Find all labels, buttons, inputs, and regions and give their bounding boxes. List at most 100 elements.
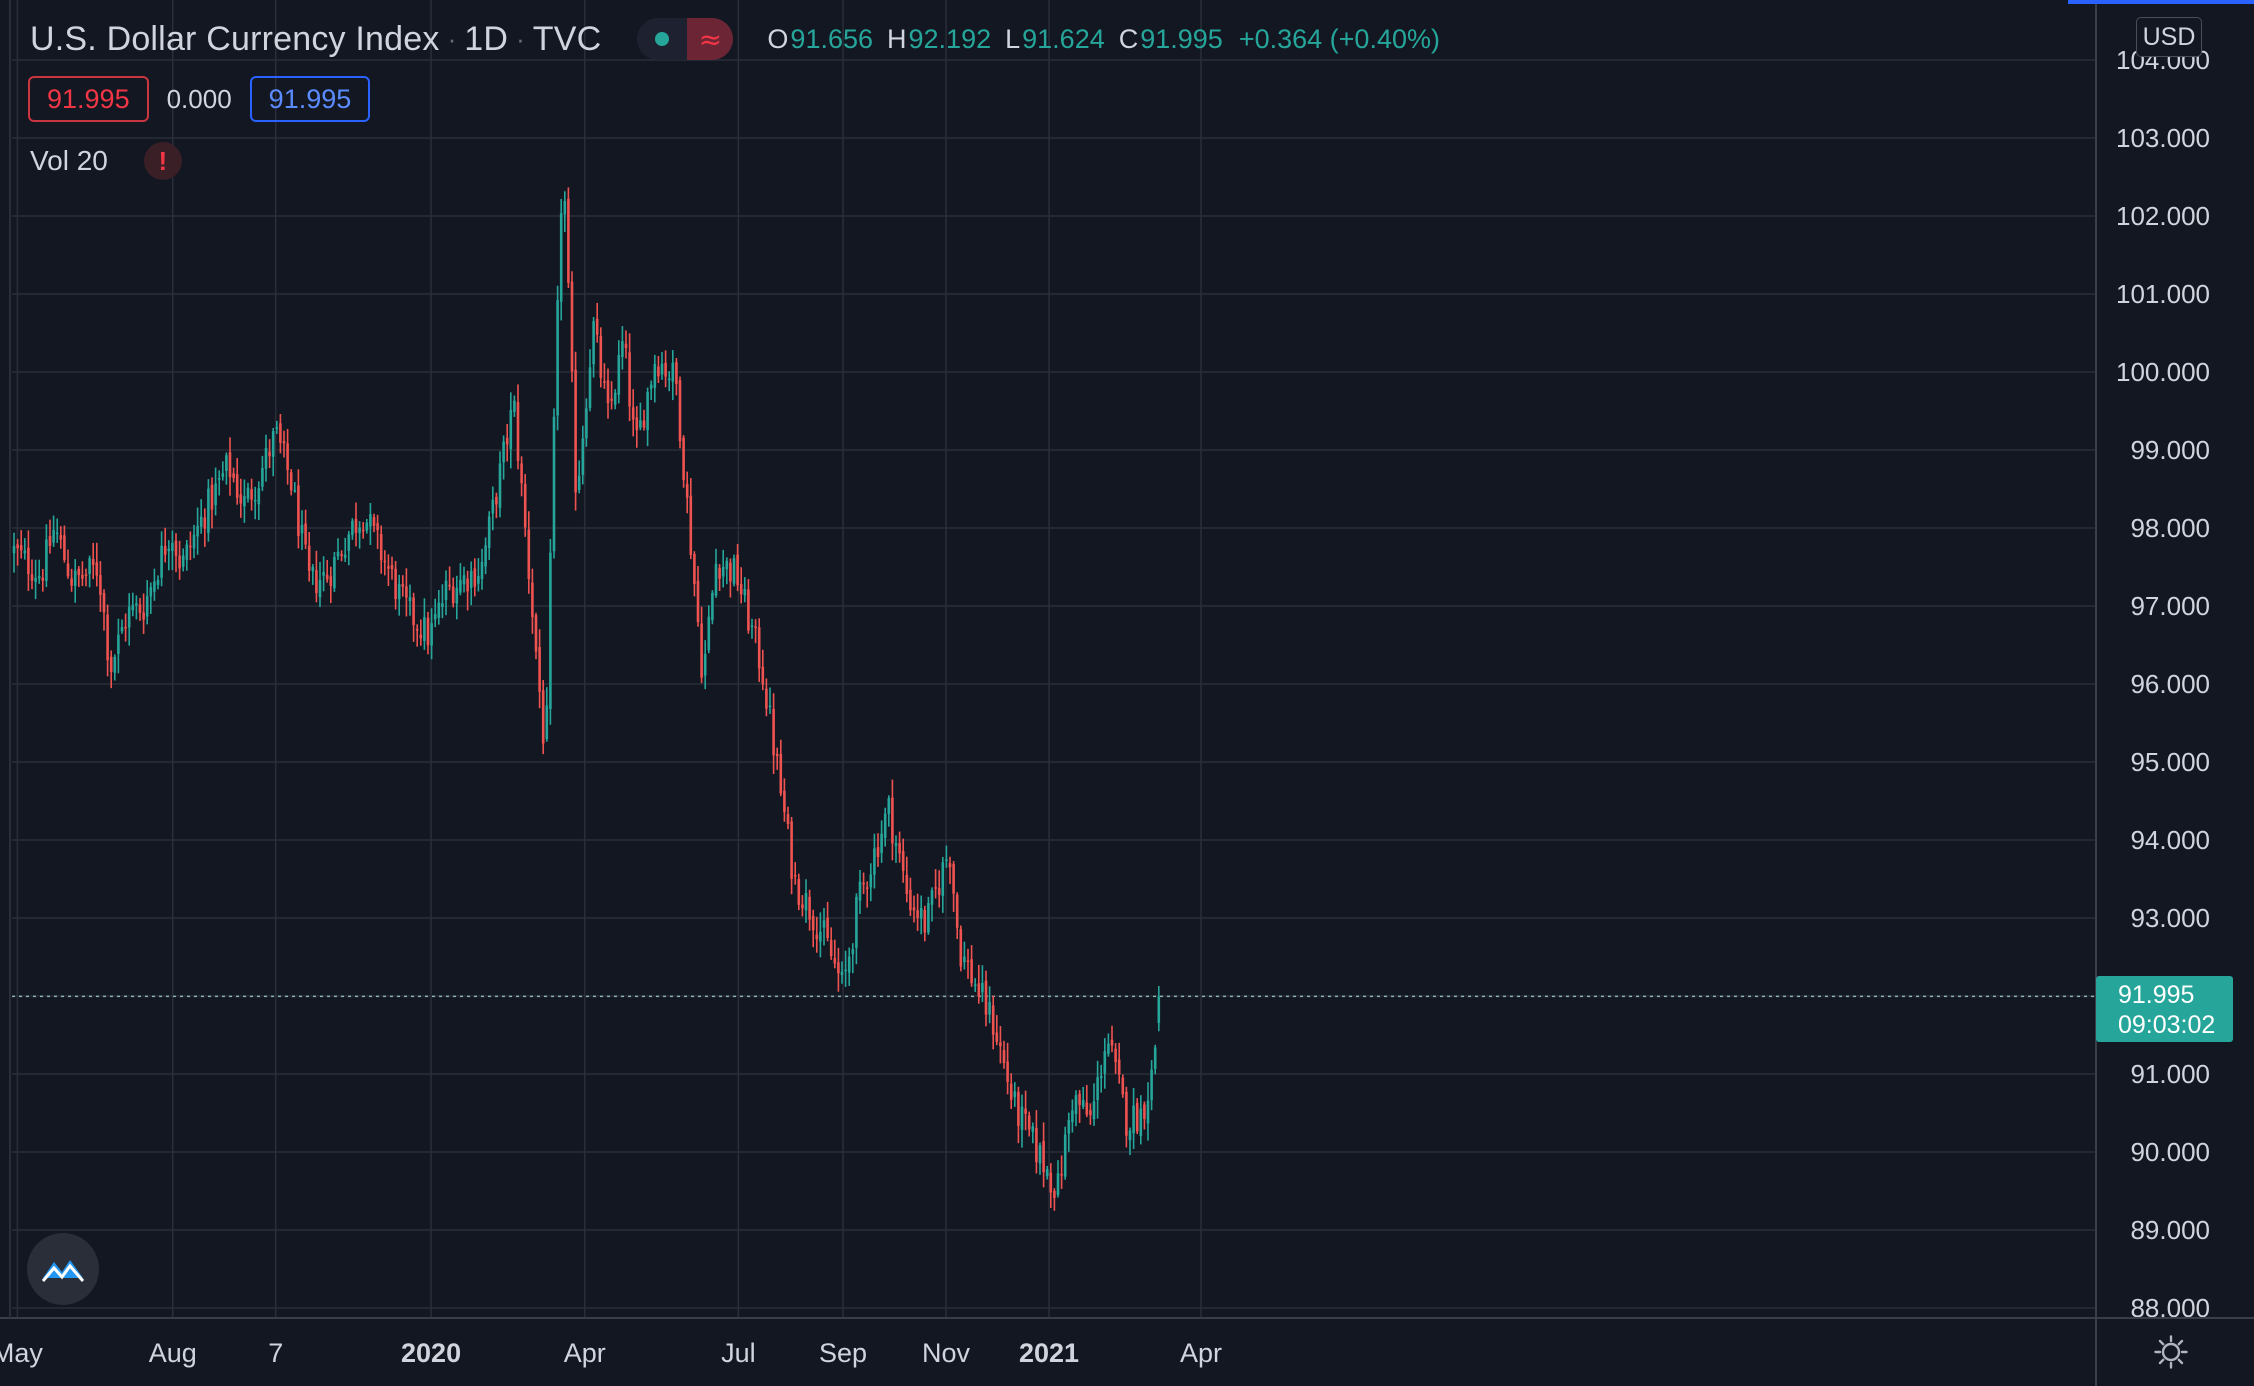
candle-up [1146, 1082, 1150, 1141]
candle-down [898, 831, 901, 863]
candle-body [696, 580, 700, 623]
candle-body [905, 874, 909, 894]
candle-up [1067, 1112, 1071, 1152]
candle-body [977, 983, 981, 997]
candle-up [981, 965, 984, 1003]
candle-body [567, 198, 570, 283]
y-tick-label: 90.000 [2130, 1137, 2210, 1167]
x-tick-label: 2020 [401, 1338, 461, 1368]
candle-body [307, 545, 311, 571]
candle-up [433, 598, 437, 628]
candle-down [675, 358, 678, 396]
candle-body [135, 603, 138, 606]
candle-body [552, 416, 556, 552]
candle-up [919, 895, 923, 935]
candle-body [63, 535, 66, 560]
candle-body [592, 321, 595, 365]
candle-down [210, 477, 214, 529]
candle-down [606, 368, 610, 419]
candle-body [52, 529, 55, 543]
candle-down [401, 575, 405, 597]
candle-down [315, 550, 318, 603]
candle-down [124, 613, 127, 642]
candle-body [383, 560, 387, 563]
candle-up [963, 941, 966, 970]
candle-body [1038, 1145, 1042, 1164]
tradingview-logo-icon[interactable] [27, 1233, 99, 1305]
candle-body [671, 362, 675, 382]
candle-body [477, 575, 480, 584]
candle-body [628, 352, 631, 407]
candle-body [120, 627, 124, 632]
candle-body [988, 1001, 991, 1015]
candle-up [1020, 1094, 1024, 1148]
candle-body [156, 579, 160, 585]
candle-body [250, 489, 253, 500]
symbol-title[interactable]: U.S. Dollar Currency Index [30, 19, 440, 58]
data-delay-icon[interactable]: ≈ [687, 18, 734, 60]
candle-up [858, 870, 862, 914]
candle-down [379, 525, 383, 574]
candle-down [905, 856, 909, 903]
candle-down [1110, 1025, 1114, 1053]
candle-down [232, 467, 235, 483]
candle-down [81, 561, 84, 587]
candle-up [502, 435, 505, 480]
candle-body [700, 623, 703, 678]
candle-body [711, 592, 714, 621]
candle-body [502, 441, 505, 463]
candle-body [505, 437, 509, 445]
candle-down [599, 327, 603, 388]
candle-body [549, 552, 552, 709]
candle-up [477, 558, 480, 592]
candle-body [1114, 1048, 1117, 1063]
candle-body [941, 862, 945, 896]
candle-body [397, 584, 401, 600]
separator: · [516, 23, 525, 54]
candle-up [646, 387, 649, 447]
candle-down [102, 589, 106, 631]
candle-body [858, 881, 862, 901]
candle-body [275, 427, 279, 429]
candle-body [635, 417, 639, 431]
candle-up [549, 538, 552, 725]
candle-body [117, 634, 120, 654]
bid-ask-badges: 91.995 0.000 91.995 [28, 76, 371, 122]
open-label: O [767, 23, 789, 54]
candle-down [1049, 1163, 1053, 1209]
candle-body [282, 441, 286, 444]
candle-body [901, 851, 905, 871]
currency-button[interactable]: USD [2136, 17, 2202, 57]
candle-down [689, 478, 693, 560]
gear-icon[interactable] [2154, 1335, 2188, 1369]
candle-body [685, 483, 689, 498]
candle-body [369, 514, 372, 527]
candle-down [761, 649, 765, 691]
candle-up [131, 592, 135, 617]
sell-price-button[interactable]: 91.995 [28, 76, 149, 122]
candle-body [793, 874, 797, 877]
candle-body [1139, 1108, 1143, 1137]
candle-body [451, 586, 455, 604]
buy-price-button[interactable]: 91.995 [249, 76, 371, 122]
candle-body [743, 588, 747, 596]
candle-up [135, 595, 138, 620]
volume-label[interactable]: Vol 20 [30, 145, 108, 176]
candle-body [876, 847, 880, 857]
candle-body [1150, 1069, 1153, 1101]
candle-body [682, 437, 685, 480]
candle-body [585, 408, 588, 439]
market-status-icon[interactable] [637, 18, 687, 60]
candle-body [577, 475, 581, 490]
y-tick-label: 103.000 [2116, 123, 2210, 153]
candle-down [390, 556, 394, 580]
x-tick-label: Aug [149, 1338, 197, 1368]
interval-label[interactable]: 1D [464, 19, 509, 58]
candle-up [257, 481, 261, 520]
warning-icon[interactable]: ! [143, 142, 182, 180]
market-status-pill[interactable]: ≈ [637, 18, 734, 60]
candle-body [779, 753, 783, 794]
y-tick-label: 94.000 [2130, 825, 2210, 855]
candle-body [185, 544, 189, 560]
